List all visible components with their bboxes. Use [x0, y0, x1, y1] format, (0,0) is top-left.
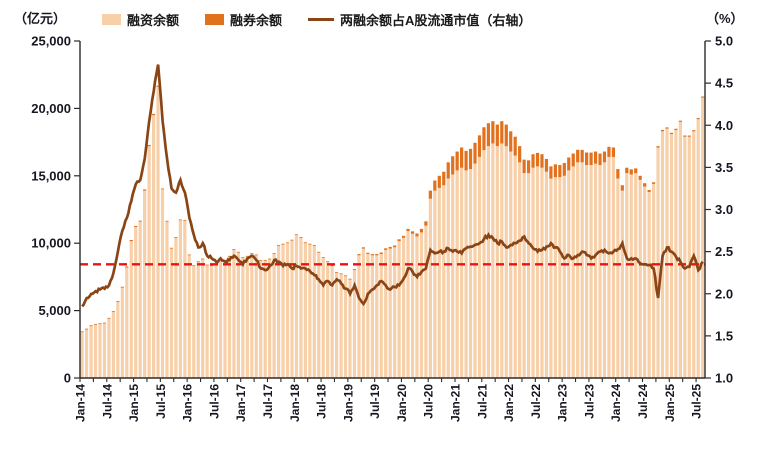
svg-text:Jan-17: Jan-17	[234, 384, 248, 422]
svg-text:2.0: 2.0	[715, 286, 733, 301]
svg-text:25,000: 25,000	[31, 34, 71, 49]
svg-text:2.5: 2.5	[715, 244, 733, 259]
svg-text:Jul-21: Jul-21	[475, 384, 489, 419]
svg-text:Jul-25: Jul-25	[690, 384, 704, 419]
svg-text:0: 0	[64, 371, 71, 386]
svg-text:Jan-20: Jan-20	[395, 384, 409, 422]
financing-balance-swatch-icon	[102, 14, 121, 25]
svg-text:Jul-23: Jul-23	[582, 384, 596, 419]
svg-text:Jan-18: Jan-18	[288, 384, 302, 422]
svg-text:Jul-24: Jul-24	[636, 384, 650, 419]
chart-legend: 融资余额 融券余额 两融余额占A股流通市值（右轴）	[102, 10, 531, 29]
svg-text:4.0: 4.0	[715, 118, 733, 133]
legend-item-financing-balance: 融资余额	[102, 10, 179, 29]
legend-label-ratio-line: 两融余额占A股流通市值（右轴）	[340, 13, 532, 28]
left-axis-unit-label: （亿元）	[14, 11, 67, 26]
svg-text:Jul-22: Jul-22	[529, 384, 543, 419]
svg-text:Jan-24: Jan-24	[609, 384, 623, 422]
svg-text:Jan-25: Jan-25	[663, 384, 677, 422]
svg-text:5,000: 5,000	[38, 303, 71, 318]
ratio-line-swatch-icon	[308, 18, 335, 21]
svg-text:1.5: 1.5	[715, 328, 733, 343]
svg-text:Jul-18: Jul-18	[315, 384, 329, 419]
svg-text:Jul-14: Jul-14	[100, 384, 114, 419]
svg-text:20,000: 20,000	[31, 101, 71, 116]
svg-text:Jan-19: Jan-19	[341, 384, 355, 422]
legend-label-financing-balance: 融资余额	[127, 13, 180, 28]
svg-text:Jan-22: Jan-22	[502, 384, 516, 422]
svg-text:Jul-16: Jul-16	[207, 384, 221, 419]
svg-text:10,000: 10,000	[31, 236, 71, 251]
svg-text:Jan-15: Jan-15	[127, 384, 141, 422]
legend-label-lending-balance: 融券余额	[230, 13, 283, 28]
svg-text:Jan-16: Jan-16	[181, 384, 195, 422]
svg-text:Jan-23: Jan-23	[556, 384, 570, 422]
svg-text:Jan-14: Jan-14	[74, 384, 88, 422]
legend-item-ratio-line: 两融余额占A股流通市值（右轴）	[308, 10, 531, 29]
svg-text:3.5: 3.5	[715, 160, 733, 175]
svg-text:1.0: 1.0	[715, 371, 733, 386]
svg-text:5.0: 5.0	[715, 34, 733, 49]
svg-text:Jul-20: Jul-20	[422, 384, 436, 419]
svg-text:15,000: 15,000	[31, 168, 71, 183]
right-axis-unit-label: （%）	[706, 11, 744, 26]
svg-text:Jul-17: Jul-17	[261, 384, 275, 419]
legend-item-lending-balance: 融券余额	[205, 10, 282, 29]
svg-text:Jul-19: Jul-19	[368, 384, 382, 419]
lending-balance-swatch-icon	[205, 14, 225, 25]
svg-text:3.0: 3.0	[715, 202, 733, 217]
svg-text:Jan-21: Jan-21	[449, 384, 463, 422]
svg-text:Jul-15: Jul-15	[154, 384, 168, 419]
svg-text:4.5: 4.5	[715, 76, 733, 91]
